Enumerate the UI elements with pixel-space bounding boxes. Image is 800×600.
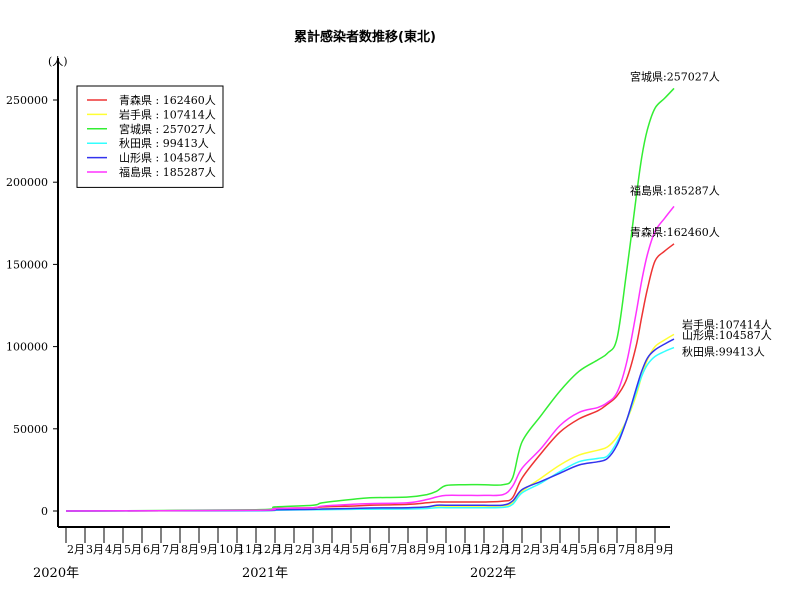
y-tick-label: 0 bbox=[41, 505, 48, 518]
x-tick-label: 3月 bbox=[314, 543, 332, 556]
series-line-青森県 bbox=[65, 243, 675, 512]
x-tick-label: 11月 bbox=[238, 543, 263, 556]
legend-entry: 秋田県 : 99413人 bbox=[119, 136, 209, 150]
x-tick-label: 3月 bbox=[86, 543, 104, 556]
x-tick-label: 4月 bbox=[105, 543, 123, 556]
x-tick-label: 8月 bbox=[409, 543, 427, 556]
x-tick-label: 6月 bbox=[143, 543, 161, 556]
x-tick-label: 3月 bbox=[542, 543, 560, 556]
series-line-秋田県 bbox=[65, 346, 675, 512]
y-tick-label: 250000 bbox=[6, 94, 48, 107]
legend-entry: 福島県 : 185287人 bbox=[119, 165, 216, 179]
x-tick-label: 7月 bbox=[162, 543, 180, 556]
x-tick-label: 2月 bbox=[67, 543, 85, 556]
year-label: 2021年 bbox=[242, 566, 288, 581]
x-tick-label: 9月 bbox=[200, 543, 218, 556]
series-line-宮城県 bbox=[65, 87, 675, 512]
x-tick-label: 10月 bbox=[447, 543, 472, 556]
end-label-岩手県: 岩手県:107414人 bbox=[682, 317, 772, 331]
end-label-宮城県: 宮城県:257027人 bbox=[630, 69, 720, 83]
legend-box bbox=[76, 85, 224, 188]
y-ticks: 0 50000 100000 150000 200000 250000 bbox=[6, 94, 58, 518]
x-tick-label: 11月 bbox=[466, 543, 491, 556]
x-tick-label: 1月 bbox=[276, 543, 294, 556]
end-label-秋田県: 秋田県:99413人 bbox=[682, 345, 765, 359]
end-label-青森県: 青森県:162460人 bbox=[630, 225, 720, 239]
end-label-福島県: 福島県:185287人 bbox=[630, 183, 720, 197]
x-tick-label: 7月 bbox=[390, 543, 408, 556]
x-tick-label: 1月 bbox=[504, 543, 522, 556]
axes bbox=[57, 58, 670, 528]
x-tick-label: 6月 bbox=[599, 543, 617, 556]
series-lines bbox=[65, 87, 675, 512]
x-tick-label: 4月 bbox=[561, 543, 579, 556]
series-line-岩手県 bbox=[65, 333, 675, 512]
y-tick-label: 150000 bbox=[6, 258, 48, 271]
x-tick-label: 5月 bbox=[580, 543, 598, 556]
year-label: 2022年 bbox=[470, 566, 516, 581]
x-tick-label: 2月 bbox=[295, 543, 313, 556]
series-line-福島県 bbox=[65, 205, 675, 512]
x-tick-label: 9月 bbox=[428, 543, 446, 556]
end-label-山形県: 山形県:104587人 bbox=[682, 329, 772, 342]
legend-entry: 岩手県 : 107414人 bbox=[119, 107, 216, 121]
y-tick-label: 100000 bbox=[6, 341, 48, 354]
x-tick-label: 12月 bbox=[257, 543, 282, 556]
chart-title: 累計感染者数推移(東北) bbox=[294, 29, 436, 45]
x-tick-label: 5月 bbox=[124, 543, 142, 556]
x-tick-label: 8月 bbox=[637, 543, 655, 556]
legend-entry: 青森県 : 162460人 bbox=[119, 93, 216, 107]
x-tick-label: 6月 bbox=[371, 543, 389, 556]
x-tick-label: 12月 bbox=[485, 543, 510, 556]
x-tick-label: 9月 bbox=[656, 543, 674, 556]
legend-entry: 宮城県 : 257027人 bbox=[119, 122, 216, 136]
x-tick-label: 5月 bbox=[352, 543, 370, 556]
y-tick-label: 200000 bbox=[6, 176, 48, 189]
x-tick-label: 8月 bbox=[181, 543, 199, 556]
x-tick-label: 4月 bbox=[333, 543, 351, 556]
series-line-山形県 bbox=[65, 338, 675, 512]
x-tick-label: 7月 bbox=[618, 543, 636, 556]
x-tick-label: 10月 bbox=[219, 543, 244, 556]
x-tick-label: 2月 bbox=[523, 543, 541, 556]
legend-entry: 山形県 : 104587人 bbox=[119, 152, 216, 165]
year-label: 2020年 bbox=[33, 566, 79, 581]
y-tick-label: 50000 bbox=[13, 423, 48, 436]
